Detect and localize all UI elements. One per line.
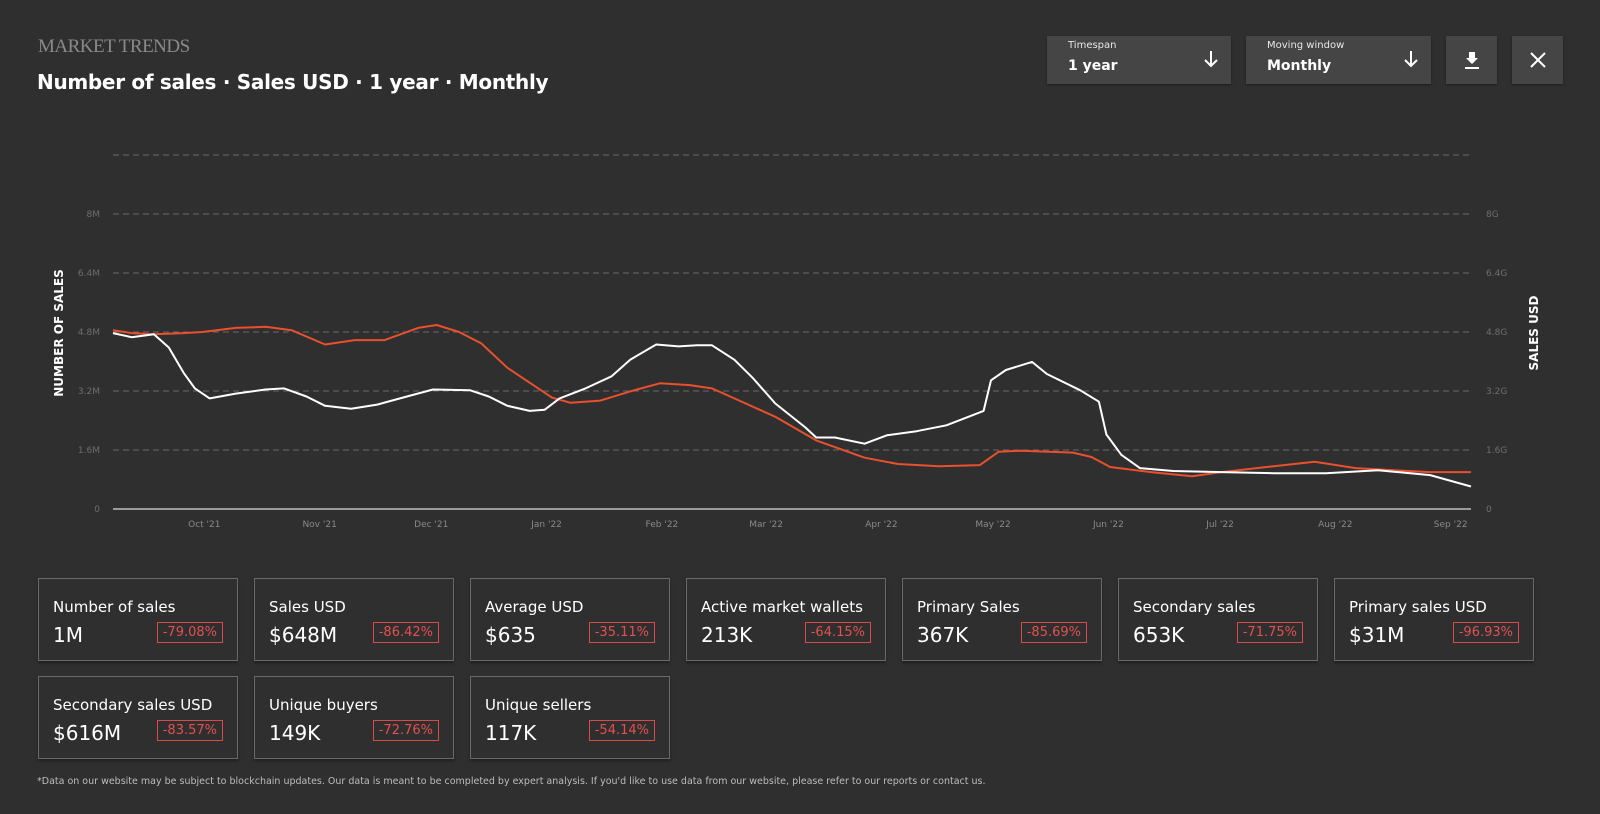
stat-value: 367K	[917, 623, 969, 647]
close-button[interactable]	[1512, 36, 1563, 84]
y-axis-left-label: NUMBER OF SALES	[52, 269, 66, 396]
y-tick-left: 0	[94, 505, 100, 515]
stat-value: 1M	[53, 623, 83, 647]
stat-card: Average USD $635 -35.11%	[470, 578, 670, 661]
timespan-value: 1 year	[1068, 58, 1118, 74]
y-tick-right: 4.8G	[1486, 328, 1507, 338]
stat-title: Unique sellers	[485, 696, 592, 714]
disclaimer: *Data on our website may be subject to b…	[37, 776, 986, 787]
stat-change-badge: -54.14%	[588, 720, 655, 741]
stat-change-badge: -86.42%	[372, 622, 439, 643]
y-tick-left: 4.8M	[78, 328, 100, 338]
stat-card: Sales USD $648M -86.42%	[254, 578, 454, 661]
arrow-down-icon	[1204, 51, 1218, 68]
series-line-sales-usd	[112, 332, 1472, 488]
timespan-dropdown[interactable]: Timespan 1 year	[1047, 36, 1231, 84]
stat-change-badge: -96.93%	[1452, 622, 1519, 643]
stat-value: $635	[485, 623, 536, 647]
stat-card: Secondary sales USD $616M -83.57%	[38, 676, 238, 759]
stat-title: Sales USD	[269, 598, 346, 616]
stat-change-badge: -35.11%	[588, 622, 655, 643]
stat-title: Active market wallets	[701, 598, 863, 616]
moving-window-value: Monthly	[1267, 58, 1332, 74]
y-tick-right: 6.4G	[1486, 269, 1507, 279]
series-line-number-of-sales	[112, 324, 1471, 478]
x-tick: May '22	[975, 520, 1010, 530]
stat-value: $616M	[53, 721, 122, 745]
stat-change-badge: -72.76%	[372, 720, 439, 741]
y-tick-right: 1.6G	[1486, 446, 1507, 456]
stat-title: Number of sales	[53, 598, 176, 616]
stat-title: Average USD	[485, 598, 584, 616]
stat-title: Primary Sales	[917, 598, 1020, 616]
y-tick-right: 0	[1486, 505, 1492, 515]
moving-window-dropdown[interactable]: Moving window Monthly	[1246, 36, 1431, 84]
stat-card: Unique buyers 149K -72.76%	[254, 676, 454, 759]
stat-value: $648M	[269, 623, 338, 647]
x-tick: Aug '22	[1318, 520, 1352, 530]
stat-card: Primary Sales 367K -85.69%	[902, 578, 1102, 661]
stat-value: 653K	[1133, 623, 1185, 647]
stat-value: $31M	[1349, 623, 1405, 647]
x-tick: Dec '21	[414, 520, 448, 530]
moving-window-label: Moving window	[1267, 40, 1345, 51]
y-tick-right: 3.2G	[1486, 387, 1507, 397]
y-tick-left: 3.2M	[78, 387, 100, 397]
stat-change-badge: -79.08%	[156, 622, 223, 643]
stat-card: Secondary sales 653K -71.75%	[1118, 578, 1318, 661]
stat-card: Active market wallets 213K -64.15%	[686, 578, 886, 661]
arrow-down-icon	[1404, 51, 1418, 68]
stat-value: 117K	[485, 721, 537, 745]
y-axis-right-label: SALES USD	[1527, 295, 1541, 370]
timespan-label: Timespan	[1068, 40, 1117, 51]
x-tick: Jul '22	[1205, 520, 1234, 530]
x-tick: Jun '22	[1092, 520, 1124, 530]
stat-card: Primary sales USD $31M -96.93%	[1334, 578, 1534, 661]
y-tick-left: 1.6M	[78, 446, 100, 456]
y-tick-right: 8G	[1486, 210, 1499, 220]
x-tick: Feb '22	[646, 520, 679, 530]
stat-change-badge: -71.75%	[1236, 622, 1303, 643]
x-tick: Mar '22	[749, 520, 783, 530]
market-trends-chart: 0 1.6M 3.2M 4.8M 6.4M 8M 0 1.6G 3.2G 4.8G 6.4G 8G Oc…	[52, 154, 1541, 530]
download-button[interactable]	[1446, 36, 1497, 84]
stat-change-badge: -83.57%	[156, 720, 223, 741]
stat-change-badge: -85.69%	[1020, 622, 1087, 643]
x-tick: Apr '22	[865, 520, 897, 530]
y-tick-left: 8M	[87, 210, 101, 220]
stat-title: Secondary sales	[1133, 598, 1256, 616]
x-tick: Oct '21	[188, 520, 220, 530]
stat-value: 149K	[269, 721, 321, 745]
stat-title: Unique buyers	[269, 696, 378, 714]
stat-change-badge: -64.15%	[804, 622, 871, 643]
download-icon	[1464, 52, 1479, 69]
section-eyebrow: MARKET TRENDS	[38, 36, 190, 57]
page-title: Number of sales · Sales USD · 1 year · M…	[37, 70, 549, 94]
stat-value: 213K	[701, 623, 753, 647]
close-icon	[1529, 52, 1546, 68]
x-tick: Jan '22	[530, 520, 562, 530]
y-tick-left: 6.4M	[78, 269, 100, 279]
stat-title: Primary sales USD	[1349, 598, 1487, 616]
stat-card: Number of sales 1M -79.08%	[38, 578, 238, 661]
x-tick: Sep '22	[1434, 520, 1468, 530]
stat-title: Secondary sales USD	[53, 696, 213, 714]
x-tick: Nov '21	[302, 520, 336, 530]
stat-card: Unique sellers 117K -54.14%	[470, 676, 670, 759]
